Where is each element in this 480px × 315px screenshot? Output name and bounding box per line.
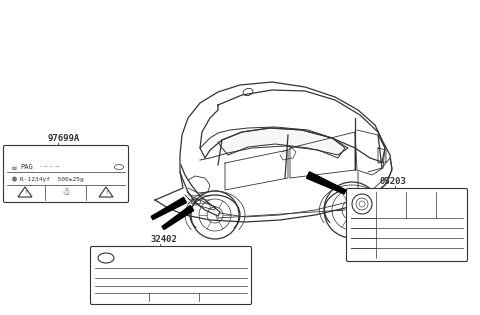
Text: 32402: 32402 [150,235,177,244]
Polygon shape [307,172,346,194]
Text: - -- -- --: - -- -- -- [40,164,59,169]
Polygon shape [218,128,348,155]
Text: !: ! [105,190,107,194]
FancyBboxPatch shape [347,188,468,261]
Polygon shape [151,198,186,220]
FancyBboxPatch shape [3,146,129,203]
Text: !: ! [24,190,26,194]
Text: 97699A: 97699A [47,134,79,143]
Polygon shape [162,205,194,230]
Text: ☃: ☃ [61,187,71,197]
Text: R-1234yf  500±25g: R-1234yf 500±25g [20,177,84,182]
Text: PAG: PAG [20,164,33,170]
Text: 05203: 05203 [380,177,407,186]
FancyBboxPatch shape [91,247,252,305]
Text: ❅: ❅ [10,175,17,185]
Text: ☕: ☕ [10,163,17,171]
